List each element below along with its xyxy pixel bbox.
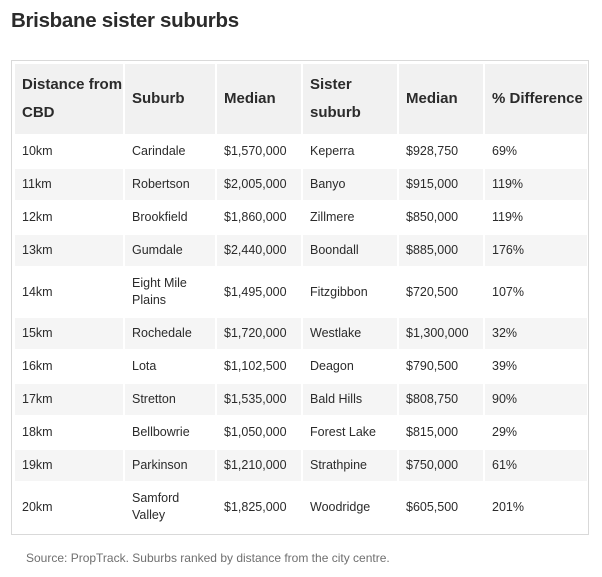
sister-median-cell: $850,000 [399,202,483,233]
column-header-difference: % Difference [485,64,587,134]
distance-cell: 12km [15,202,123,233]
table-row: 12km Brookfield $1,860,000 Zillmere $850,000… [15,202,587,233]
median-cell: $1,535,000 [217,384,301,415]
difference-cell: 69% [485,136,587,167]
difference-cell: 61% [485,450,587,481]
suburb-cell: Parkinson [125,450,215,481]
sister-suburb-cell: Deagon [303,351,397,382]
table-row: 17km Stretton $1,535,000 Bald Hills $808,750… [15,384,587,415]
median-cell: $1,860,000 [217,202,301,233]
distance-cell: 19km [15,450,123,481]
median-cell: $1,495,000 [217,268,301,316]
median-cell: $1,825,000 [217,483,301,531]
suburb-cell: Brookfield [125,202,215,233]
source-caption: Source: PropTrack. Suburbs ranked by dis… [26,551,390,565]
sister-suburb-cell: Boondall [303,235,397,266]
column-header-median: Median [217,64,301,134]
distance-cell: 11km [15,169,123,200]
difference-cell: 176% [485,235,587,266]
difference-cell: 119% [485,169,587,200]
distance-cell: 17km [15,384,123,415]
suburb-cell: Stretton [125,384,215,415]
sister-median-cell: $815,000 [399,417,483,448]
sister-median-cell: $915,000 [399,169,483,200]
median-cell: $1,050,000 [217,417,301,448]
median-cell: $1,720,000 [217,318,301,349]
data-table: Distance from CBD Suburb Median Sister s… [13,62,589,533]
table-row: 16km Lota $1,102,500 Deagon $790,500 39% [15,351,587,382]
table-row: 10km Carindale $1,570,000 Keperra $928,750 69… [15,136,587,167]
difference-cell: 29% [485,417,587,448]
sister-suburb-cell: Banyo [303,169,397,200]
sister-median-cell: $720,500 [399,268,483,316]
column-header-distance: Distance from CBD [15,64,123,134]
distance-cell: 20km [15,483,123,531]
sister-suburb-cell: Keperra [303,136,397,167]
sister-suburb-cell: Woodridge [303,483,397,531]
difference-cell: 119% [485,202,587,233]
distance-cell: 13km [15,235,123,266]
difference-cell: 90% [485,384,587,415]
table-row: 20km Samford Valley $1,825,000 Woodridge $60… [15,483,587,531]
table-row: 15km Rochedale $1,720,000 Westlake $1,300,00… [15,318,587,349]
suburb-cell: Carindale [125,136,215,167]
sister-median-cell: $808,750 [399,384,483,415]
distance-cell: 10km [15,136,123,167]
sister-suburb-cell: Westlake [303,318,397,349]
difference-cell: 107% [485,268,587,316]
difference-cell: 201% [485,483,587,531]
page-title: Brisbane sister suburbs [11,9,239,32]
table-row: 14km Eight Mile Plains $1,495,000 Fitzgibbo… [15,268,587,316]
sister-median-cell: $1,300,000 [399,318,483,349]
sister-median-cell: $928,750 [399,136,483,167]
median-cell: $1,210,000 [217,450,301,481]
sister-median-cell: $750,000 [399,450,483,481]
table-row: 11km Robertson $2,005,000 Banyo $915,000 119% [15,169,587,200]
suburb-cell: Lota [125,351,215,382]
difference-cell: 32% [485,318,587,349]
suburb-cell: Gumdale [125,235,215,266]
suburb-cell: Rochedale [125,318,215,349]
table-row: 19km Parkinson $1,210,000 Strathpine $750,00… [15,450,587,481]
distance-cell: 18km [15,417,123,448]
sister-suburbs-table: Distance from CBD Suburb Median Sister s… [11,60,589,535]
table-row: 13km Gumdale $2,440,000 Boondall $885,000 176… [15,235,587,266]
difference-cell: 39% [485,351,587,382]
sister-suburb-cell: Forest Lake [303,417,397,448]
sister-median-cell: $790,500 [399,351,483,382]
header-row: Distance from CBD Suburb Median Sister s… [15,64,587,134]
sister-suburb-cell: Strathpine [303,450,397,481]
sister-median-cell: $605,500 [399,483,483,531]
column-header-sister-suburb: Sister suburb [303,64,397,134]
distance-cell: 14km [15,268,123,316]
sister-suburb-cell: Zillmere [303,202,397,233]
median-cell: $1,102,500 [217,351,301,382]
column-header-sister-median: Median [399,64,483,134]
median-cell: $2,005,000 [217,169,301,200]
median-cell: $2,440,000 [217,235,301,266]
suburb-cell: Samford Valley [125,483,215,531]
distance-cell: 16km [15,351,123,382]
column-header-suburb: Suburb [125,64,215,134]
sister-suburb-cell: Fitzgibbon [303,268,397,316]
distance-cell: 15km [15,318,123,349]
suburb-cell: Robertson [125,169,215,200]
sister-median-cell: $885,000 [399,235,483,266]
table-row: 18km Bellbowrie $1,050,000 Forest Lake $815,… [15,417,587,448]
suburb-cell: Bellbowrie [125,417,215,448]
suburb-cell: Eight Mile Plains [125,268,215,316]
sister-suburb-cell: Bald Hills [303,384,397,415]
median-cell: $1,570,000 [217,136,301,167]
